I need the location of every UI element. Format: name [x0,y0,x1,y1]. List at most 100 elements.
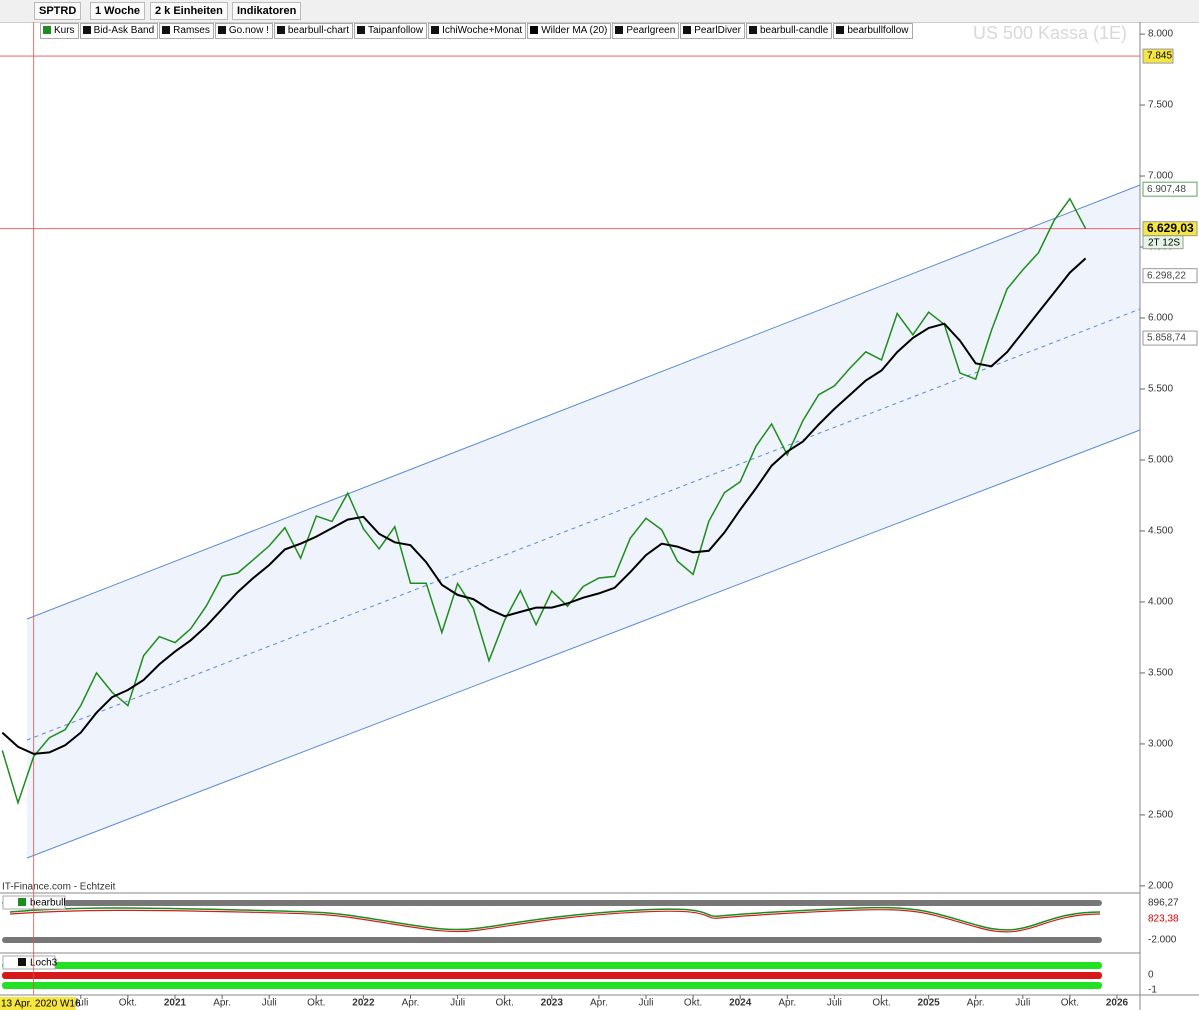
channel-upper [26,184,1141,620]
legend-item[interactable]: bearbull-candle [745,23,833,39]
x-tick-label: Okt. [307,998,325,1009]
dot-row [2,962,1102,969]
panel-value: 823,38 [1148,914,1179,925]
x-tick-label: 2025 [917,998,940,1009]
y-tick-label: 4.000 [1148,597,1173,608]
y-tick-label: 3.000 [1148,739,1173,750]
period-select[interactable]: 1 Woche [90,2,146,20]
legend-item[interactable]: IchiWoche+Monat [428,23,527,39]
panel-value: 896,27 [1148,898,1179,909]
x-tick-label: Apr. [778,998,796,1009]
x-tick-label: Juli [450,998,465,1009]
price-label: 5.858,74 [1147,333,1186,344]
y-tick-label: 5.500 [1148,384,1173,395]
price-label: 6.298,22 [1147,270,1186,281]
channel-mid [26,308,1141,741]
bearbull-line [9,909,1101,933]
bearbull-line [9,906,1101,931]
y-tick-label: 5.000 [1148,455,1173,466]
watermark-title: US 500 Kassa (1E) [973,23,1127,43]
x-tick-label: 2021 [164,998,187,1009]
panel-tag-icon [18,958,26,966]
x-tick-label: 2026 [1106,998,1129,1009]
y-tick-label: 2.500 [1148,810,1173,821]
legend-label: Go.now ! [228,25,269,36]
panel-value: -1 [1148,985,1157,996]
symbol-select[interactable]: SPTRD [34,2,82,20]
legend-item[interactable]: Pearlgreen [612,23,680,39]
toolbar: SPTRD 1 Woche 2 k Einheiten Indikatoren [0,0,1199,23]
legend-item[interactable]: bearbullfollow [833,23,913,39]
y-tick-label: 2.000 [1148,881,1173,892]
x-tick-label: Okt. [496,998,514,1009]
price-label-box [1142,330,1198,346]
legend-item[interactable]: Wilder MA (20) [527,23,612,39]
chart: US 500 Kassa (1E) IT-Finance.com - Echtz… [0,22,1199,1010]
x-tick-label: Apr. [967,998,985,1009]
legend-item[interactable]: Taipanfollow [354,23,428,39]
legend-item[interactable]: bearbull-chart [273,23,354,39]
cursor-label-box [0,997,76,1010]
legend: Kurs Bid-Ask Band Ramses Go.now ! bearbull-c… [40,23,914,39]
countdown-box [1142,235,1184,250]
legend-item[interactable]: Kurs [40,23,79,39]
y-tick-label: 6.000 [1148,313,1173,324]
legend-label: IchiWoche+Monat [442,25,523,36]
x-tick-label: Juli [1015,998,1030,1009]
panel-tag [2,955,56,970]
ma-line [1,257,1087,755]
legend-label: Kurs [54,25,75,36]
x-tick-label: 2024 [729,998,752,1009]
y-tick-label: 7.500 [1148,100,1173,111]
dot-row [2,972,1102,979]
channel-fill [27,185,1140,858]
dot-row [2,982,1102,989]
x-tick-label: Okt. [872,998,890,1009]
y-tick-label: 7.000 [1148,171,1173,182]
legend-item[interactable]: Ramses [159,23,214,39]
units-select[interactable]: 2 k Einheiten [150,2,228,20]
y-tick-label: 8.000 [1148,29,1173,40]
panel-name: Loch3 [30,958,58,969]
legend-label: Pearlgreen [626,25,676,36]
indicators-button[interactable]: Indikatoren [232,2,302,20]
legend-item[interactable]: Go.now ! [214,23,273,39]
panel-tag-icon [18,898,26,906]
x-tick-label: 2022 [352,998,375,1009]
source-label: IT-Finance.com - Echtzeit [2,882,116,893]
price-label-box [1142,48,1174,64]
y-tick-label: 3.500 [1148,668,1173,679]
x-tick-label: Juli [827,998,842,1009]
price-line-label: 6.629,03 [1147,221,1194,235]
price-line-label: 7.845 [1147,51,1172,62]
panel-value: 0 [1148,970,1154,981]
channel-lower [26,429,1141,859]
legend-label: bearbullfollow [847,25,909,36]
cursor-label: 13 Apr. 2020 W16 [1,999,81,1010]
x-tick-label: Apr. [402,998,420,1009]
legend-item[interactable]: Bid-Ask Band [79,23,159,39]
x-tick-label: Apr. [590,998,608,1009]
x-tick-label: Juli [262,998,277,1009]
panel-name: bearbull [30,898,66,909]
panel-value: -2.000 [1148,935,1177,946]
x-tick-label: Okt. [684,998,702,1009]
legend-label: Bid-Ask Band [93,25,155,36]
countdown: 2T 12S [1148,237,1180,248]
x-tick-label: Okt. [119,998,137,1009]
x-tick-label: Juli [73,998,88,1009]
legend-item[interactable]: PearlDiver [680,23,745,39]
price-label-box [1142,268,1198,284]
panel-stripe [2,937,1102,943]
legend-label: PearlDiver [694,25,741,36]
price-label: 6.907,48 [1147,184,1186,195]
legend-label: Ramses [173,25,210,36]
x-tick-label: 2023 [541,998,564,1009]
x-tick-label: Juli [638,998,653,1009]
legend-label: bearbull-candle [759,25,829,36]
x-tick-label: Apr. [213,998,231,1009]
panel-stripe [2,900,1102,906]
legend-label: bearbull-chart [287,25,350,36]
price-label-box [1142,181,1198,197]
